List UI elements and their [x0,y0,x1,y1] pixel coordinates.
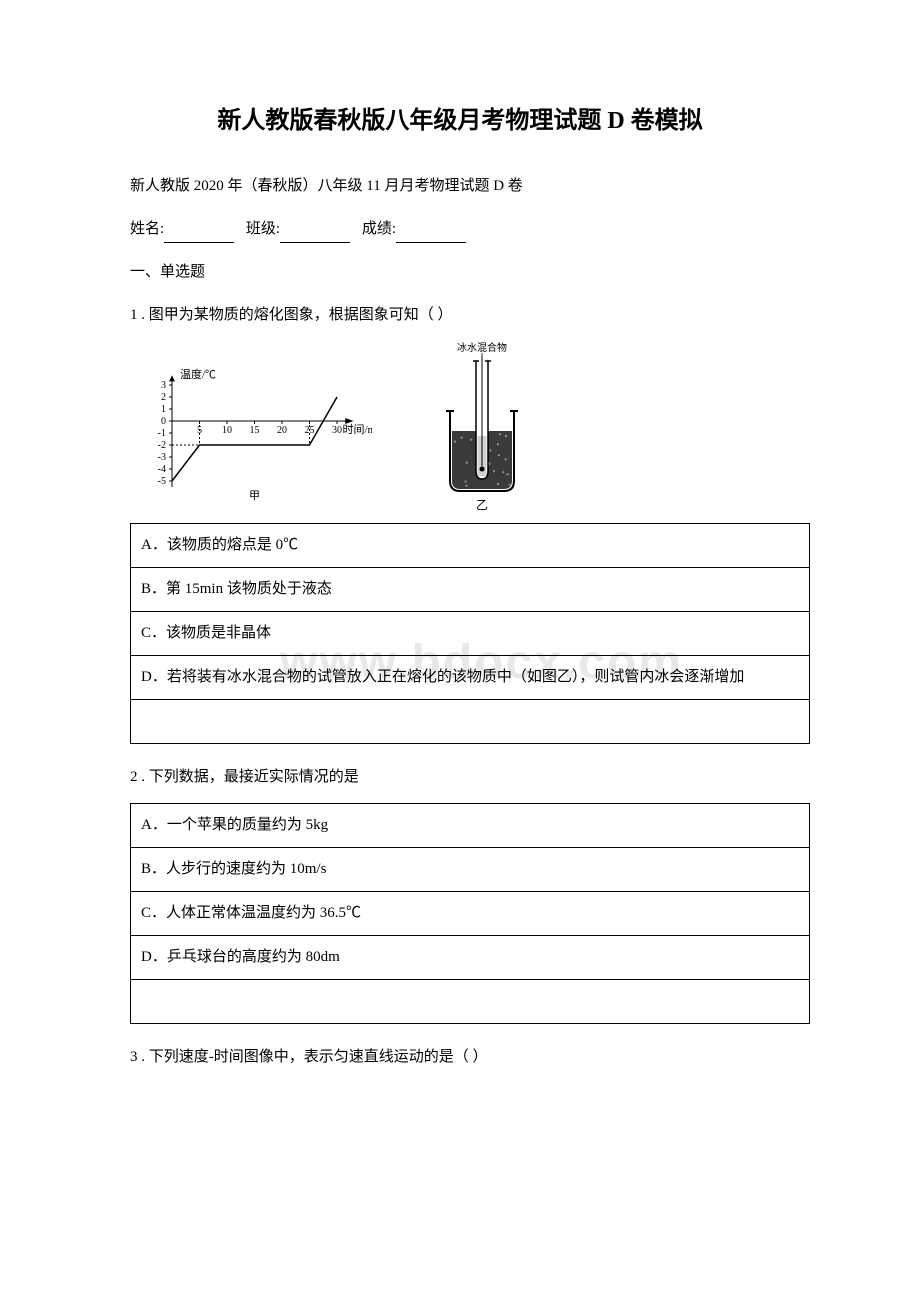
svg-text:0: 0 [161,416,166,427]
q1-option-b: B．第 15min 该物质处于液态 [131,568,810,612]
score-blank [396,242,466,243]
svg-text:1: 1 [161,404,166,415]
section-header-1: 一、单选题 [100,259,820,286]
q1-option-c: C．该物质是非晶体 [131,612,810,656]
q2-options-table: A．一个苹果的质量约为 5kg B．人步行的速度约为 10m/s C．人体正常体… [130,803,810,1024]
q1-chart-yi: 冰水混合物乙 [432,341,532,511]
form-line: 姓名: 班级: 成绩: [100,216,820,243]
svg-text:10: 10 [222,425,232,436]
q2-stem: 2 . 下列数据，最接近实际情况的是 [100,764,820,791]
svg-text:温度/℃: 温度/℃ [180,367,216,381]
q2-option-c: C．人体正常体温温度约为 36.5℃ [131,892,810,936]
subtitle: 新人教版 2020 年（春秋版）八年级 11 月月考物理试题 D 卷 [100,173,820,200]
svg-text:2: 2 [161,392,166,403]
svg-text:-1: -1 [158,428,166,439]
q1-options-table: A．该物质的熔点是 0℃ B．第 15min 该物质处于液态 C．该物质是非晶体… [130,523,810,744]
class-blank [280,242,350,243]
svg-text:-5: -5 [158,476,166,487]
svg-text:-3: -3 [158,452,166,463]
q1-chart-jia: -5-4-3-2-1012351015202530温度/℃时间/min甲 [132,341,372,511]
q2-option-a: A．一个苹果的质量约为 5kg [131,804,810,848]
svg-text:甲: 甲 [249,490,260,502]
svg-text:20: 20 [277,425,287,436]
svg-text:30: 30 [332,425,342,436]
svg-text:时间/min: 时间/min [343,423,373,436]
q1-figures: -5-4-3-2-1012351015202530温度/℃时间/min甲 冰水混… [100,341,820,511]
svg-text:15: 15 [250,425,260,436]
svg-text:冰水混合物: 冰水混合物 [457,341,507,354]
svg-text:-2: -2 [158,440,166,451]
q2-option-blank [131,980,810,1024]
class-label: 班级: [246,221,280,237]
svg-text:-4: -4 [158,464,166,475]
q2-option-d: D．乒乓球台的高度约为 80dm [131,936,810,980]
score-label: 成绩: [362,221,396,237]
name-blank [164,242,234,243]
q2-option-b: B．人步行的速度约为 10m/s [131,848,810,892]
svg-text:乙: 乙 [476,498,488,511]
q1-option-d: D．若将装有冰水混合物的试管放入正在熔化的该物质中（如图乙），则试管内冰会逐渐增… [131,656,810,700]
svg-text:3: 3 [161,380,166,391]
q1-option-blank [131,700,810,744]
q3-stem: 3 . 下列速度-时间图像中，表示匀速直线运动的是（ ） [100,1044,820,1071]
q1-stem: 1 . 图甲为某物质的熔化图象，根据图象可知（ ） [100,302,820,329]
page-title: 新人教版春秋版八年级月考物理试题 D 卷模拟 [100,100,820,143]
name-label: 姓名: [130,221,164,237]
q1-option-a: A．该物质的熔点是 0℃ [131,524,810,568]
